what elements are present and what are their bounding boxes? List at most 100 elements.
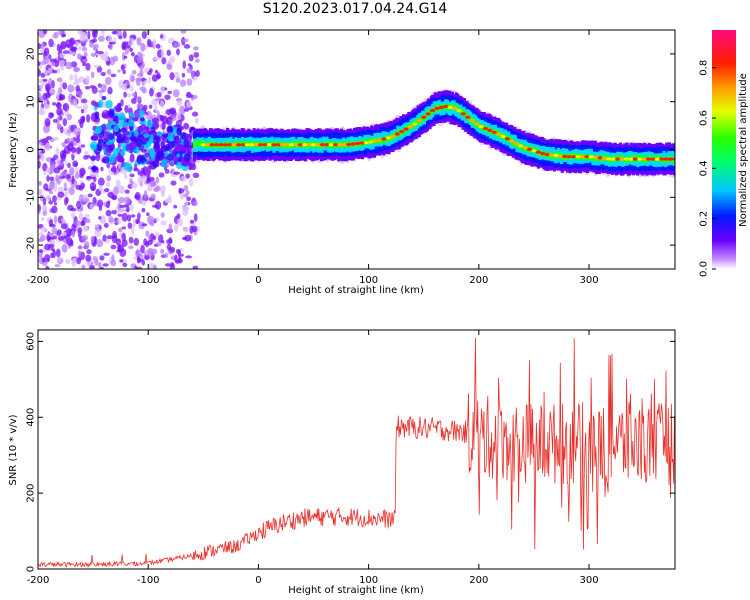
heatmap-peak-cell [597, 156, 603, 160]
heatmap-noise-cell [103, 252, 110, 256]
heatmap-noise-cell [131, 92, 137, 97]
heatmap-streak-cell [94, 101, 99, 108]
heatmap-noise-cell [45, 167, 51, 174]
heatmap-noise-cell [186, 67, 193, 74]
heatmap-noise-cell [140, 42, 146, 52]
heatmap-noise-cell [55, 157, 61, 165]
heatmap-noise-cell [174, 223, 179, 232]
heatmap-noise-cell [52, 235, 57, 240]
heatmap-streak-cell [168, 137, 175, 142]
heatmap-noise-cell [113, 186, 120, 195]
colorbar-gradient [712, 30, 736, 269]
heatmap-noise-cell [154, 56, 161, 61]
heatmap-noise-cell [66, 113, 73, 121]
heatmap-streak-cell [176, 127, 182, 136]
heatmap-noise-cell [38, 238, 44, 243]
heatmap-noise-cell [165, 109, 172, 115]
heatmap-noise-cell [69, 46, 76, 52]
heatmap-noise-cell [189, 219, 195, 224]
heatmap-noise-cell [56, 91, 60, 100]
heatmap-noise-cell [92, 30, 96, 38]
y-tick-label: 20 [26, 48, 37, 61]
heatmap-peak-cell [399, 129, 405, 134]
heatmap-streak-cell [151, 151, 156, 162]
heatmap-noise-cell [160, 34, 164, 39]
heatmap-noise-cell [45, 83, 51, 92]
heatmap-noise-cell [146, 212, 150, 217]
heatmap-peak-cell [209, 143, 215, 147]
heatmap-noise-cell [51, 80, 55, 89]
heatmap-noise-cell [56, 107, 63, 116]
heatmap-noise-cell [176, 218, 183, 227]
heatmap-noise-cell [117, 196, 125, 204]
heatmap-noise-cell [59, 52, 66, 59]
heatmap-peak-cell [667, 157, 674, 161]
heatmap-noise-cell [90, 52, 97, 57]
heatmap-noise-cell [79, 120, 84, 129]
heatmap-noise-cell [126, 84, 130, 89]
heatmap-noise-cell [75, 41, 80, 47]
y-tick-label: 0 [26, 566, 37, 572]
heatmap-noise-cell [154, 97, 162, 102]
heatmap-noise-cell [179, 247, 184, 252]
heatmap-noise-cell [76, 200, 81, 210]
heatmap-peak-cell [478, 124, 484, 129]
heatmap-ridge-cell [671, 157, 675, 163]
heatmap-noise-cell [57, 235, 65, 241]
heatmap-noise-cell [74, 162, 78, 167]
heatmap-noise-cell [58, 30, 63, 35]
heatmap-streak-cell [138, 109, 145, 119]
heatmap-noise-cell [156, 72, 161, 80]
heatmap-noise-cell [192, 265, 199, 269]
heatmap-noise-cell [164, 94, 171, 100]
heatmap-peak-cell [328, 143, 334, 147]
heatmap-noise-cell [54, 136, 59, 141]
heatmap-noise-cell [69, 74, 74, 81]
heatmap-noise-cell [61, 218, 65, 223]
heatmap-streak-cell [175, 161, 183, 170]
heatmap-noise-cell [136, 56, 143, 64]
heatmap-streak-cell [107, 154, 115, 164]
heatmap-peak-cell [535, 150, 541, 154]
y-tick-label: -20 [26, 237, 37, 253]
heatmap-noise-cell [105, 209, 112, 217]
heatmap-peak-cell [632, 157, 638, 161]
heatmap-noise-cell [97, 261, 102, 269]
heatmap-noise-cell [194, 117, 199, 124]
spectrogram-y-axis-label: Frequency (Hz) [8, 112, 19, 188]
heatmap-noise-cell [182, 38, 189, 42]
heatmap-peak-cell [275, 143, 281, 147]
heatmap-noise-cell [38, 204, 42, 212]
heatmap-ridge-cell [221, 142, 225, 149]
heatmap-noise-cell [150, 193, 156, 199]
heatmap-noise-cell [155, 231, 160, 239]
heatmap-streak-cell [94, 111, 100, 120]
heatmap-noise-cell [57, 191, 65, 198]
y-tick-label: 600 [26, 332, 37, 351]
heatmap-noise-cell [42, 93, 48, 101]
heatmap-ridge-cell [197, 140, 201, 147]
heatmap-noise-cell [52, 102, 57, 106]
heatmap-ridge-cell [424, 113, 428, 120]
heatmap-noise-cell [110, 244, 117, 250]
heatmap-noise-cell [126, 93, 132, 98]
heatmap-streak-cell [125, 143, 131, 151]
heatmap-noise-cell [186, 100, 192, 109]
heatmap-noise-cell [44, 118, 51, 127]
heatmap-noise-cell [81, 46, 88, 52]
heatmap-ridge-cell [644, 157, 649, 164]
heatmap-noise-cell [180, 175, 187, 182]
heatmap-noise-cell [151, 248, 158, 255]
heatmap-noise-cell [184, 234, 192, 242]
heatmap-noise-cell [53, 167, 61, 174]
heatmap-streak-cell [137, 134, 145, 142]
x-tick-label: 100 [359, 575, 378, 586]
heatmap-noise-cell [64, 159, 68, 167]
heatmap-noise-cell [84, 218, 91, 224]
heatmap-noise-cell [180, 30, 187, 34]
heatmap-noise-cell [117, 160, 122, 169]
heatmap-noise-cell [40, 226, 47, 232]
heatmap-noise-cell [39, 84, 43, 91]
heatmap-peak-cell [403, 127, 409, 131]
